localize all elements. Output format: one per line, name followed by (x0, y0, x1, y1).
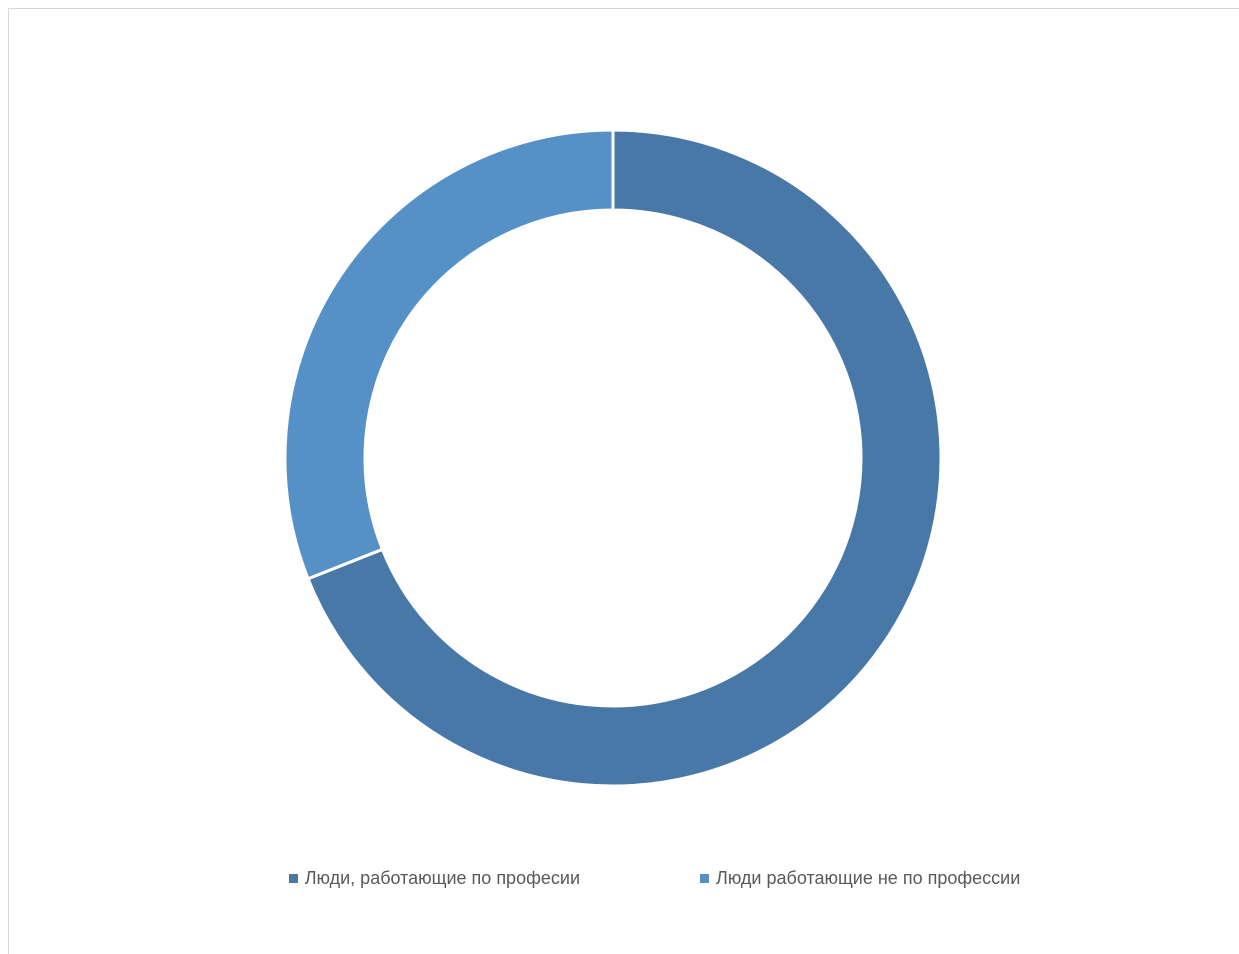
doughnut-slice-1[interactable] (306, 128, 943, 788)
legend-item-1[interactable]: Люди, работающие по професии (288, 868, 581, 889)
legend-label-2: Люди работающие не по профессии (716, 868, 1021, 888)
doughnut-slice-2[interactable] (283, 128, 615, 581)
legend-swatch-2 (700, 874, 710, 883)
legend: Люди, работающие по професии Люди работа… (0, 868, 1239, 889)
legend-swatch-1 (288, 874, 298, 883)
slice-group (283, 128, 943, 788)
legend-label-1: Люди, работающие по професии (304, 868, 581, 888)
legend-item-2[interactable]: Люди работающие не по профессии (700, 868, 1020, 889)
